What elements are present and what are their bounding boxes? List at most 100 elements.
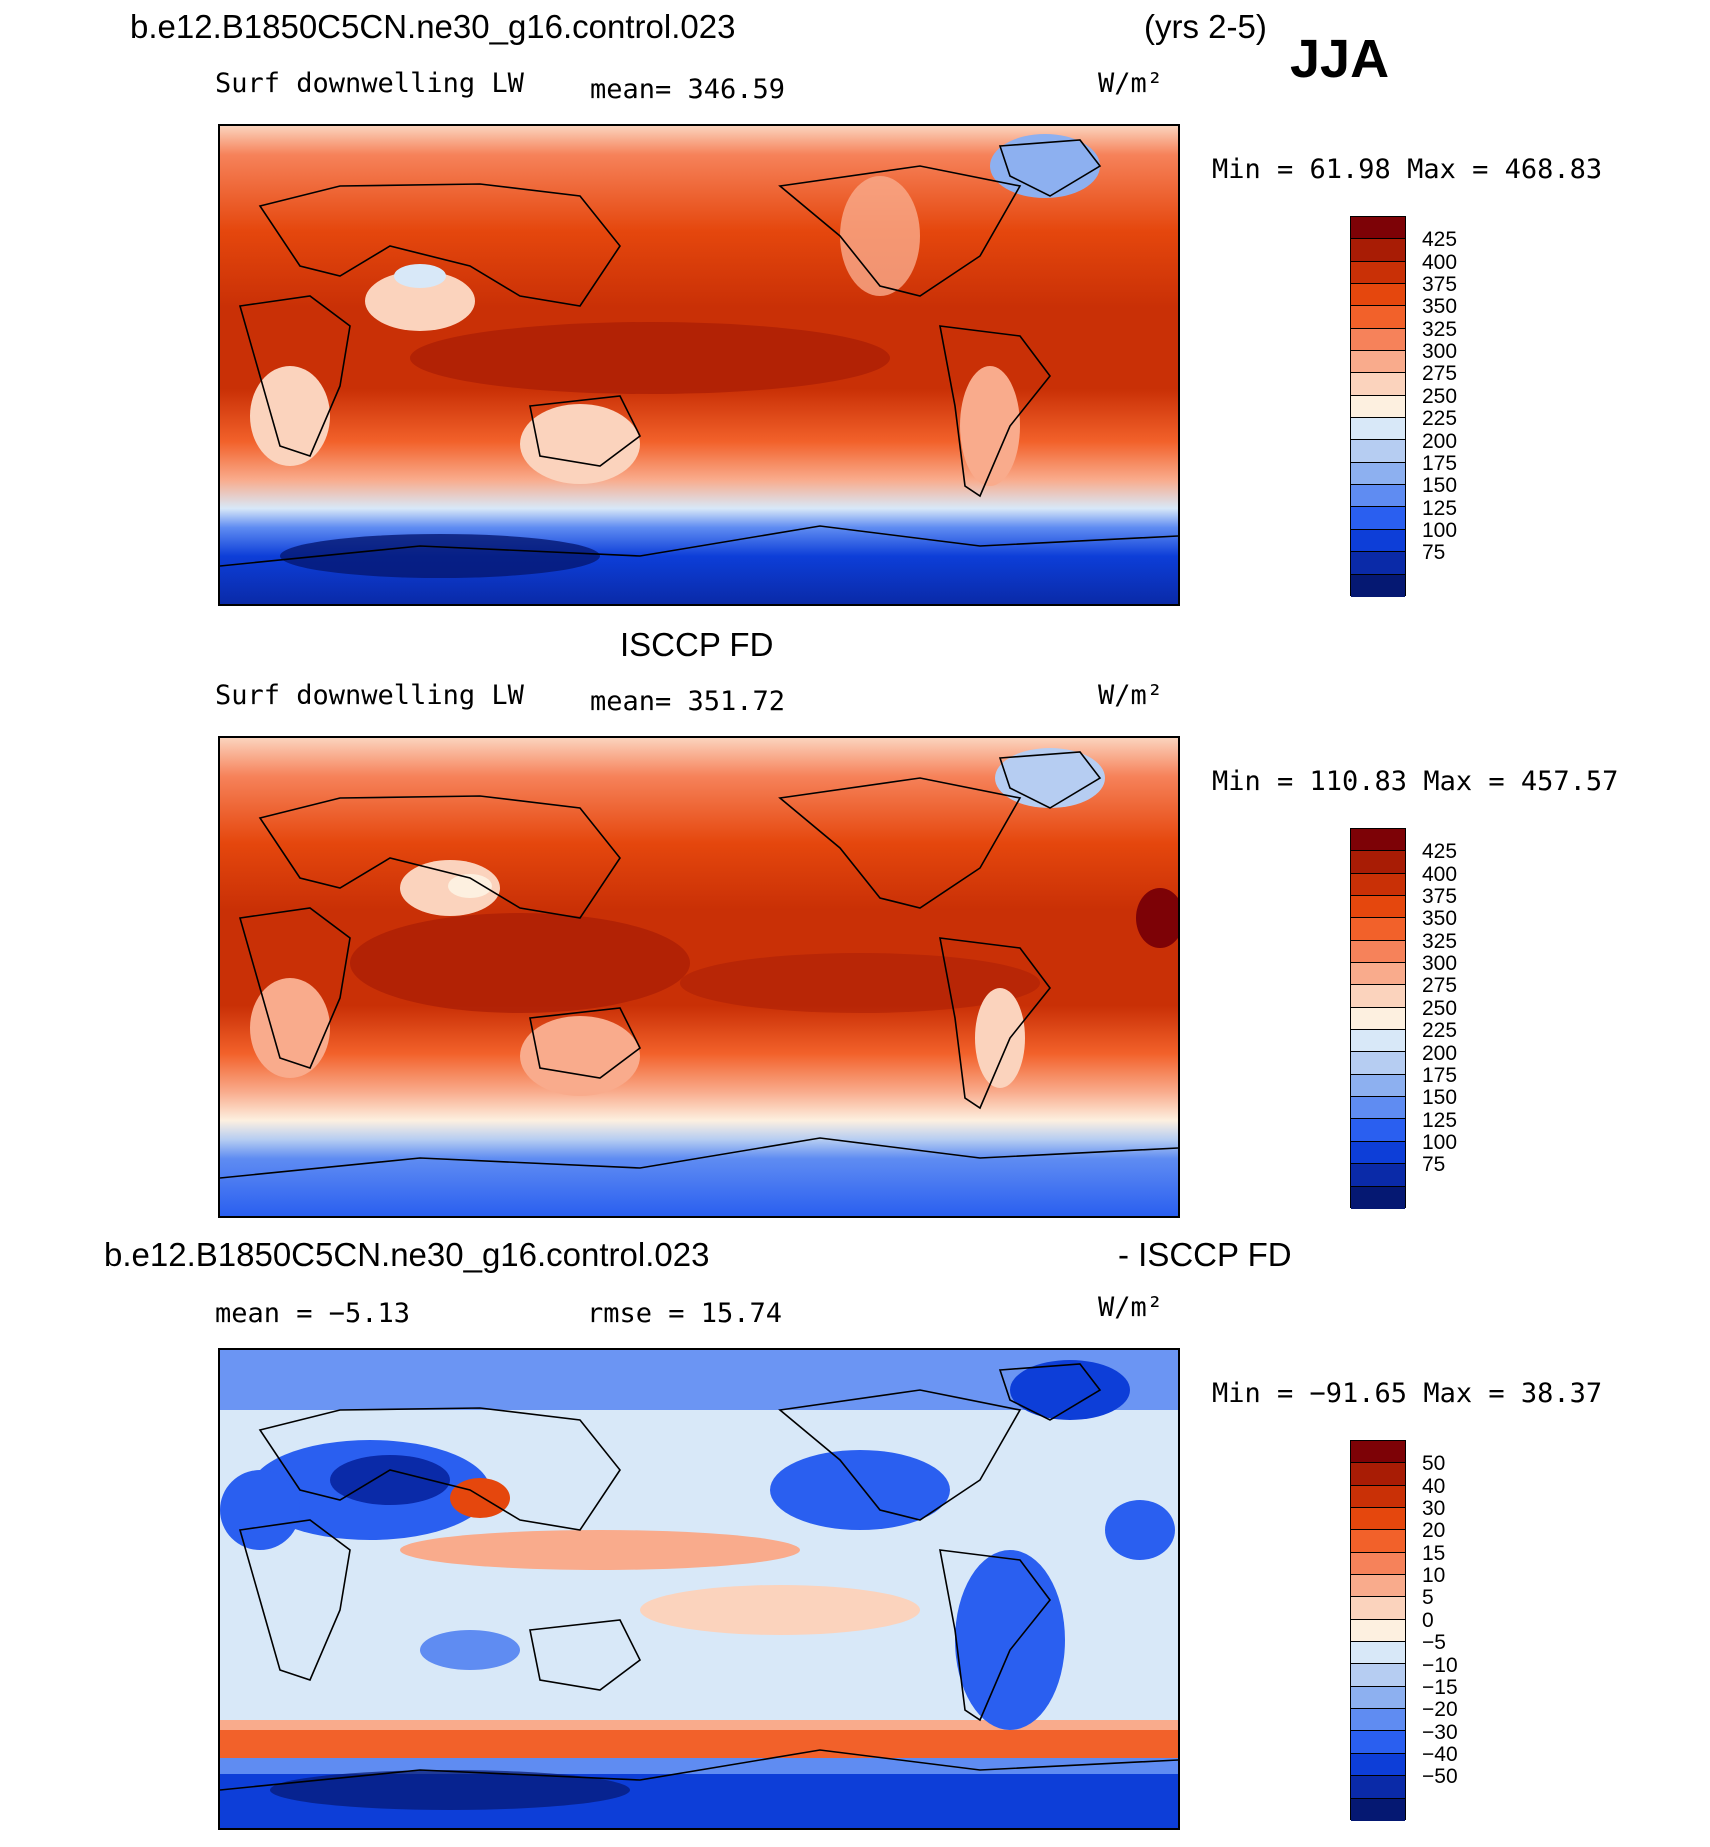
panel2-map [218, 736, 1180, 1218]
colorbar-swatch [1351, 1052, 1405, 1075]
colorbar-label: 250 [1422, 384, 1458, 408]
colorbar-label: 100 [1422, 518, 1458, 542]
colorbar-swatch [1351, 851, 1405, 874]
colorbar-label: 75 [1422, 541, 1446, 565]
colorbar-label: 325 [1422, 317, 1458, 341]
colorbar-swatch [1351, 552, 1405, 575]
colorbar-label: 350 [1422, 907, 1458, 931]
colorbar-swatch [1351, 985, 1405, 1008]
colorbar-swatch [1351, 963, 1405, 986]
colorbar-swatch [1351, 1642, 1405, 1665]
colorbar-label: −20 [1422, 1698, 1458, 1722]
colorbar-swatch [1351, 940, 1405, 964]
colorbar-label: 275 [1422, 362, 1458, 386]
colorbar-swatch [1351, 1731, 1405, 1754]
colorbar-label: 400 [1422, 862, 1458, 886]
colorbar-swatch [1351, 328, 1405, 352]
colorbar-swatch [1351, 1485, 1405, 1509]
panel3-units: W/m² [1098, 1292, 1164, 1323]
colorbar-label: −40 [1422, 1742, 1458, 1766]
colorbar-label: 225 [1422, 407, 1458, 431]
colorbar-swatch [1351, 1007, 1405, 1031]
colorbar-label: 175 [1422, 1063, 1458, 1087]
colorbar-swatch [1351, 1441, 1405, 1464]
colorbar-label: 350 [1422, 295, 1458, 319]
panel3-rmse: rmse = 15.74 [587, 1298, 783, 1329]
colorbar-label: 400 [1422, 250, 1458, 274]
colorbar-swatch [1351, 1798, 1405, 1821]
colorbar-swatch [1351, 485, 1405, 508]
panel2-units: W/m² [1098, 680, 1164, 711]
colorbar-swatch [1351, 440, 1405, 463]
panel2-title: ISCCP FD [620, 626, 774, 663]
colorbar-label: 325 [1422, 929, 1458, 953]
colorbar-label: 150 [1422, 474, 1458, 498]
colorbar-label: 150 [1422, 1086, 1458, 1110]
colorbar-swatch [1351, 829, 1405, 852]
colorbar-label: 300 [1422, 952, 1458, 976]
colorbar-swatch [1351, 1709, 1405, 1732]
colorbar-swatch [1351, 1463, 1405, 1486]
colorbar-swatch [1351, 217, 1405, 240]
colorbar-swatch [1351, 1164, 1405, 1187]
colorbar-swatch [1351, 1141, 1405, 1165]
panel3-title-left: b.e12.B1850C5CN.ne30_g16.control.023 [104, 1236, 710, 1273]
colorbar-swatch [1351, 306, 1405, 329]
season-label: JJA [1290, 29, 1390, 89]
colorbar-label: 40 [1422, 1474, 1446, 1498]
colorbar-label: 200 [1422, 1041, 1458, 1065]
colorbar-swatch [1351, 351, 1405, 374]
colorbar-label: 375 [1422, 885, 1458, 909]
colorbar-label: 125 [1422, 496, 1458, 520]
colorbar-swatch [1351, 239, 1405, 262]
panel3-map [218, 1348, 1180, 1830]
colorbar-label: 10 [1422, 1564, 1446, 1588]
panel1-variable: Surf downwelling LW [215, 68, 524, 99]
colorbar-swatch [1351, 418, 1405, 441]
colorbar-swatch [1351, 1686, 1405, 1710]
colorbar-label: 100 [1422, 1130, 1458, 1154]
colorbar-label: 5 [1422, 1586, 1434, 1610]
colorbar-swatch [1351, 1030, 1405, 1053]
colorbar-swatch [1351, 1074, 1405, 1098]
colorbar-swatch [1351, 462, 1405, 486]
colorbar-swatch [1351, 1575, 1405, 1598]
colorbar-label: 50 [1422, 1452, 1446, 1476]
colorbar-swatch [1351, 896, 1405, 919]
colorbar-label: 0 [1422, 1608, 1434, 1632]
colorbar-label: 375 [1422, 273, 1458, 297]
colorbar-label: 300 [1422, 340, 1458, 364]
panel2-mean: mean= 351.72 [590, 686, 786, 717]
colorbar-swatch [1351, 261, 1405, 285]
colorbar-swatch [1351, 574, 1405, 597]
colorbar-swatch [1351, 1597, 1405, 1620]
colorbar-swatch [1351, 1776, 1405, 1799]
colorbar-swatch [1351, 1619, 1405, 1643]
colorbar-label: 175 [1422, 451, 1458, 475]
colorbar-label: −30 [1422, 1720, 1458, 1744]
colorbar-label: −5 [1422, 1631, 1446, 1655]
colorbar-swatch [1351, 1186, 1405, 1209]
panel3-mean: mean = −5.13 [215, 1298, 411, 1329]
case-title: b.e12.B1850C5CN.ne30_g16.control.023 [130, 8, 736, 45]
colorbar-label: 425 [1422, 228, 1458, 252]
colorbar-swatch [1351, 1552, 1405, 1576]
colorbar-label: 225 [1422, 1019, 1458, 1043]
colorbar-label: 250 [1422, 996, 1458, 1020]
colorbar-swatch [1351, 1753, 1405, 1777]
panel1-minmax: Min = 61.98 Max = 468.83 [1212, 154, 1603, 185]
colorbar-label: −50 [1422, 1765, 1458, 1789]
panel3-minmax: Min = −91.65 Max = 38.37 [1212, 1378, 1603, 1409]
colorbar-label: 125 [1422, 1108, 1458, 1132]
colorbar-label: −15 [1422, 1675, 1458, 1699]
colorbar-label: 30 [1422, 1497, 1446, 1521]
colorbar-swatch [1351, 529, 1405, 553]
colorbar-label: −10 [1422, 1653, 1458, 1677]
colorbar-swatch [1351, 1508, 1405, 1531]
colorbar-label: 75 [1422, 1153, 1446, 1177]
colorbar-swatch [1351, 1664, 1405, 1687]
colorbar-label: 275 [1422, 974, 1458, 998]
colorbar-label: 20 [1422, 1519, 1446, 1543]
panel2-minmax: Min = 110.83 Max = 457.57 [1212, 766, 1619, 797]
colorbar-label: 200 [1422, 429, 1458, 453]
